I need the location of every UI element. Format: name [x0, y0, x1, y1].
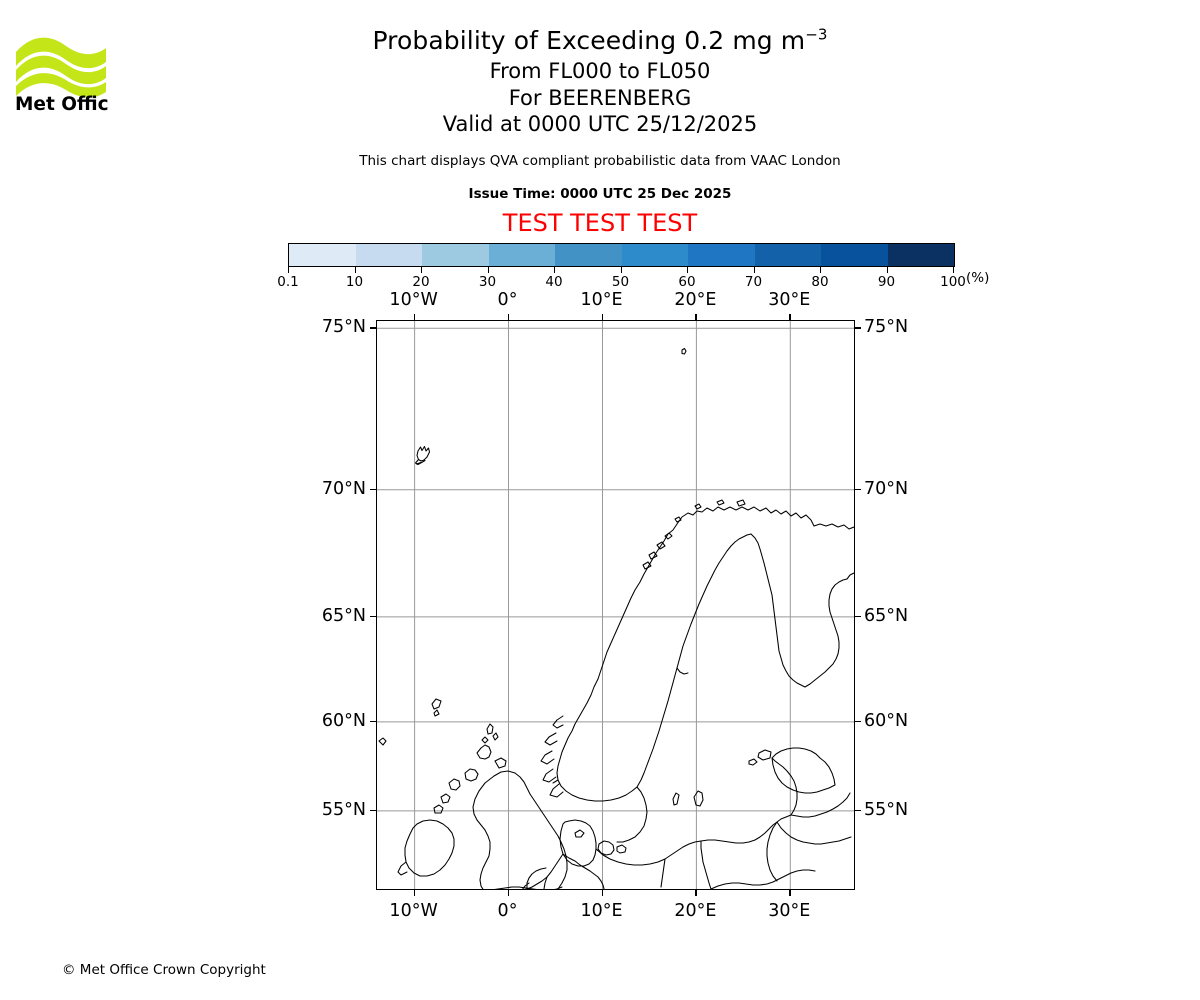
- colorbar-tick-label-6: 60: [678, 274, 696, 290]
- lat-label-left-70n: 70°N: [321, 478, 366, 499]
- lon-label-bottom-3: 20°E: [674, 901, 717, 921]
- colorbar-tick-label-0: 0.1: [277, 274, 299, 290]
- colorbar-segment-1: [355, 244, 422, 266]
- lon-tick-bottom-10w: [413, 890, 415, 896]
- lon-label-top-1: 0°: [497, 290, 518, 310]
- lat-label-left-75n: 75°N: [321, 317, 366, 338]
- met-office-logo: Met Office: [14, 24, 108, 112]
- lat-label-left-65n: 65°N: [321, 605, 366, 626]
- colorbar: 0.1 10 20 30 40 50 60 70 80 90 100: [277, 243, 966, 293]
- map-frame: [376, 320, 855, 890]
- volcano-name-line: For BEERENBERG: [508, 85, 692, 110]
- map-plot-area: 10°W 0° 10°E 20°E 30°E 10°W 0° 10°E 20°E…: [322, 290, 908, 921]
- colorbar-tick-3: [487, 267, 489, 273]
- met-office-wave-mark: [16, 37, 106, 98]
- colorbar-tick-label-3: 30: [478, 274, 497, 290]
- colorbar-tick-label-7: 70: [744, 274, 763, 290]
- colorbar-segment-2: [422, 244, 489, 266]
- colorbar-segment-5: [621, 244, 688, 266]
- lat-label-right-75n: 75°N: [864, 317, 909, 338]
- colorbar-tick-2: [421, 267, 423, 273]
- chart-header: Probability of Exceeding 0.2 mg m−3 From…: [0, 24, 1200, 237]
- colorbar-tick-4: [554, 267, 556, 273]
- lon-tick-bottom-10e: [601, 890, 603, 896]
- colorbar-segment-0: [289, 244, 356, 266]
- colorbar-tick-0: [288, 267, 290, 273]
- test-banner: TEST TEST TEST: [502, 208, 698, 237]
- qva-compliance-note: This chart displays QVA compliant probab…: [359, 152, 841, 169]
- lat-label-right-55n: 55°N: [864, 799, 909, 820]
- colorbar-tick-1: [354, 267, 356, 273]
- colorbar-tick-label-5: 50: [611, 274, 630, 290]
- met-office-wordmark: Met Office: [15, 94, 108, 112]
- map-coastlines: [378, 347, 854, 889]
- page-title-exponent: −3: [805, 25, 828, 44]
- lon-tick-top-10w: [413, 314, 415, 320]
- lon-label-bottom-2: 10°E: [580, 901, 623, 921]
- lon-label-bottom-0: 10°W: [389, 901, 438, 921]
- lat-tick-left-65n: [370, 615, 376, 618]
- colorbar-tick-9: [886, 267, 888, 273]
- colorbar-gradient: [288, 243, 955, 267]
- lat-tick-right-60n: [855, 720, 861, 723]
- copyright-footer: © Met Office Crown Copyright: [62, 962, 266, 978]
- lat-tick-left-70n: [370, 488, 376, 490]
- lat-tick-right-55n: [855, 809, 861, 812]
- colorbar-tick-label-2: 20: [412, 274, 430, 290]
- colorbar-tick-labels: 0.1 10 20 30 40 50 60 70 80 90 100: [277, 273, 966, 293]
- flight-level-line: From FL000 to FL050: [489, 59, 711, 83]
- lon-tick-bottom-30e: [789, 890, 791, 896]
- colorbar-segment-6: [688, 244, 755, 266]
- lat-label-right-70n: 70°N: [864, 478, 909, 499]
- page-title-text: Probability of Exceeding 0.2 mg m: [372, 26, 806, 55]
- colorbar-tick-label-4: 40: [545, 274, 563, 290]
- lon-tick-bottom-20e: [695, 890, 697, 896]
- colorbar-tick-6: [687, 267, 689, 273]
- lat-label-right-65n: 65°N: [864, 605, 909, 626]
- lat-tick-right-75n: [855, 327, 861, 329]
- lon-label-top-3: 20°E: [674, 290, 717, 310]
- lon-label-top-0: 10°W: [389, 290, 438, 310]
- colorbar-segment-8: [821, 244, 888, 266]
- lat-tick-right-65n: [855, 615, 861, 618]
- colorbar-tick-5: [620, 267, 622, 273]
- colorbar-tick-10: [953, 267, 955, 273]
- colorbar-tick-label-10: 100: [940, 274, 966, 290]
- colorbar-tick-8: [820, 267, 822, 273]
- colorbar-unit-label: (%): [966, 270, 990, 286]
- lon-tick-bottom-0: [507, 890, 509, 896]
- lat-label-right-60n: 60°N: [864, 710, 909, 731]
- colorbar-segment-9: [887, 244, 954, 266]
- lon-label-bottom-4: 30°E: [768, 901, 811, 921]
- lon-tick-top-0: [507, 314, 509, 320]
- lat-label-left-55n: 55°N: [321, 799, 366, 820]
- lon-tick-top-20e: [695, 314, 697, 320]
- lat-tick-left-55n: [370, 809, 376, 812]
- issue-time-label: Issue Time: 0000 UTC 25 Dec 2025: [468, 185, 732, 202]
- map-gridlines: [377, 321, 854, 889]
- page-title: Probability of Exceeding 0.2 mg m−3: [0, 24, 1200, 58]
- valid-time-line: Valid at 0000 UTC 25/12/2025: [442, 112, 758, 136]
- lat-tick-left-75n: [370, 327, 376, 329]
- lon-tick-top-30e: [789, 314, 791, 320]
- colorbar-tick-7: [753, 267, 755, 273]
- lat-tick-right-70n: [855, 488, 861, 490]
- colorbar-tick-label-9: 90: [877, 274, 896, 290]
- lat-label-left-60n: 60°N: [321, 710, 366, 731]
- lon-tick-top-10e: [601, 314, 603, 320]
- colorbar-segment-7: [754, 244, 821, 266]
- lon-label-bottom-1: 0°: [497, 901, 518, 921]
- colorbar-ticks: [288, 267, 955, 273]
- lat-tick-left-60n: [370, 720, 376, 723]
- lon-label-top-2: 10°E: [580, 290, 623, 310]
- colorbar-tick-label-1: 10: [345, 274, 364, 290]
- colorbar-tick-label-8: 80: [811, 274, 829, 290]
- lon-label-top-4: 30°E: [768, 290, 811, 310]
- colorbar-segment-4: [555, 244, 622, 266]
- colorbar-segment-3: [488, 244, 555, 266]
